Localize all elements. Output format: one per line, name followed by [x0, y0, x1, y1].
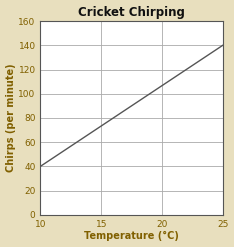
Y-axis label: Chirps (per minute): Chirps (per minute) [6, 64, 15, 172]
Title: Cricket Chirping: Cricket Chirping [78, 5, 185, 19]
X-axis label: Temperature (°C): Temperature (°C) [84, 231, 179, 242]
